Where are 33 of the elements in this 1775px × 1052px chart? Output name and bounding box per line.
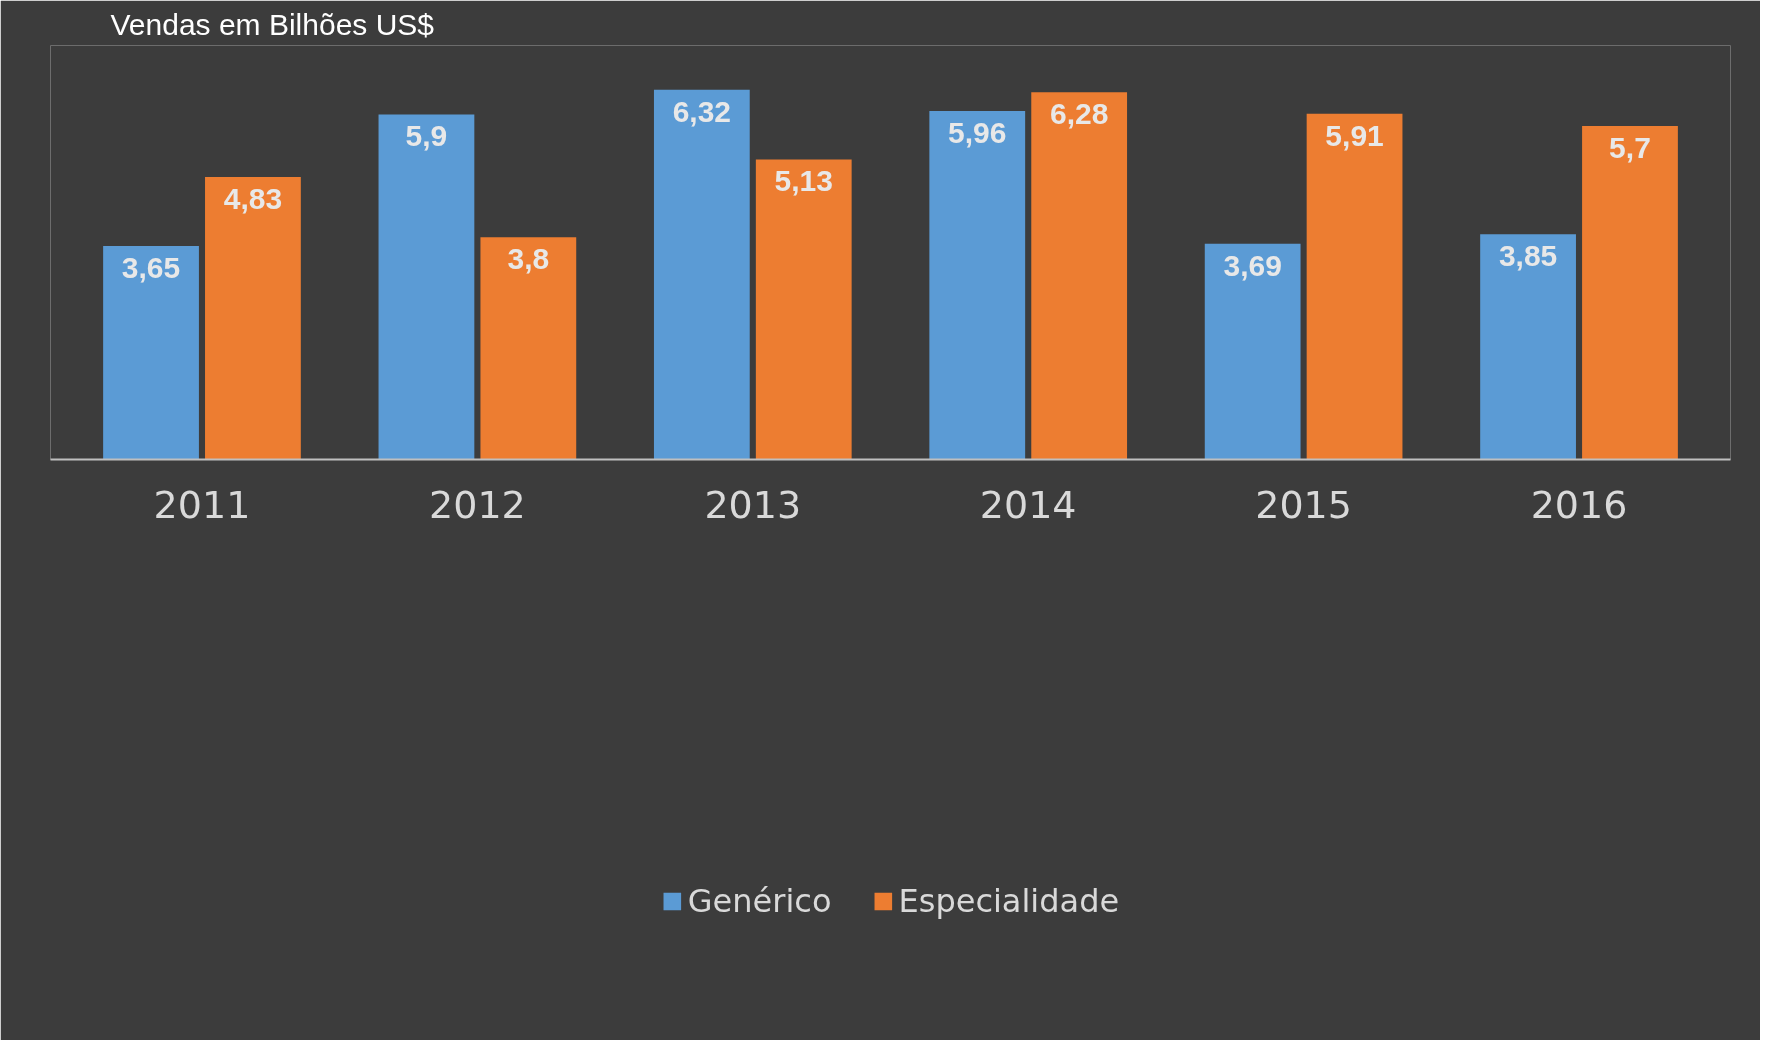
bar xyxy=(103,246,199,460)
data-label: 3,65 xyxy=(121,251,181,285)
x-tick-label: 2013 xyxy=(704,482,802,527)
data-label: 6,32 xyxy=(672,94,732,128)
data-label: 5,13 xyxy=(774,164,833,198)
data-label: 5,9 xyxy=(405,119,448,153)
bar xyxy=(1480,234,1576,460)
bar xyxy=(1306,113,1403,460)
chart-title: Vendas em Bilhões US$ xyxy=(110,7,435,41)
x-tick-label: 2012 xyxy=(429,482,526,527)
x-tick-label: 2011 xyxy=(153,482,251,527)
data-label: 6,28 xyxy=(1049,97,1109,131)
bar xyxy=(480,237,577,460)
x-tick-label: 2014 xyxy=(979,482,1077,527)
data-label: 5,91 xyxy=(1325,118,1384,152)
data-label: 3,69 xyxy=(1223,248,1282,282)
bar xyxy=(378,114,475,460)
bar xyxy=(929,110,1026,460)
data-label: 5,7 xyxy=(1609,131,1651,165)
bar xyxy=(1031,92,1128,460)
legend-label: Especialidade xyxy=(898,881,1120,920)
bar xyxy=(205,177,301,460)
bar xyxy=(1204,243,1301,460)
bar xyxy=(653,89,750,460)
data-label: 4,83 xyxy=(223,182,283,215)
x-tick-label: 2016 xyxy=(1530,482,1628,527)
x-tick-label: 2015 xyxy=(1255,482,1352,527)
legend-label: Genérico xyxy=(687,881,832,920)
bar xyxy=(1582,126,1678,460)
data-label: 5,96 xyxy=(948,115,1007,149)
data-label: 3,85 xyxy=(1498,239,1558,273)
bar xyxy=(755,159,852,460)
data-label: 3,8 xyxy=(507,242,550,276)
